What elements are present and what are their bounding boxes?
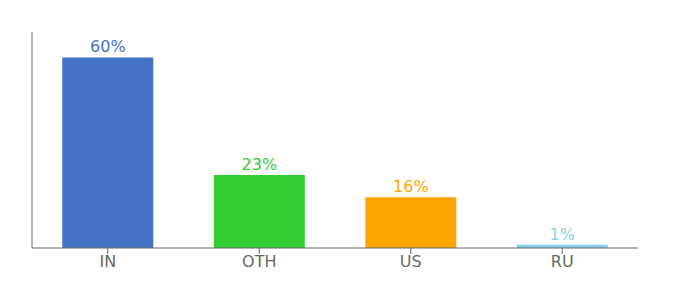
- svg-text:1%: 1%: [550, 225, 575, 244]
- svg-text:RU: RU: [551, 252, 574, 271]
- svg-text:23%: 23%: [242, 155, 278, 174]
- svg-text:US: US: [400, 252, 422, 271]
- svg-text:IN: IN: [99, 252, 116, 271]
- svg-text:OTH: OTH: [242, 252, 276, 271]
- svg-text:16%: 16%: [393, 177, 429, 196]
- svg-text:60%: 60%: [90, 37, 126, 56]
